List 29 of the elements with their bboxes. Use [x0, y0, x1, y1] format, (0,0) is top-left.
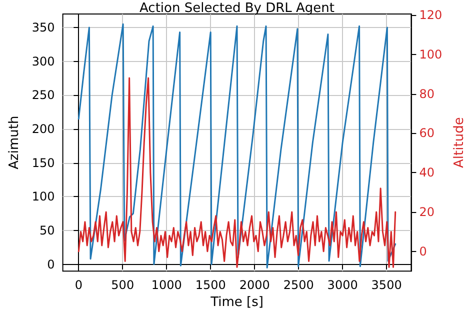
chart-title: Action Selected By DRL Agent	[140, 1, 334, 16]
y-tick-label: 200	[32, 122, 55, 136]
x-tick-label: 2000	[239, 278, 270, 292]
x-tick-label: 3000	[327, 278, 358, 292]
x-tick-label: 2500	[283, 278, 314, 292]
y-tick-label: 250	[32, 88, 55, 102]
line-series	[78, 77, 396, 268]
y2-tick-label: 40	[419, 166, 434, 180]
y-tick-label: 100	[32, 190, 55, 204]
x-tick-label: 0	[74, 278, 82, 292]
y2-tick-label: 100	[419, 47, 442, 62]
y-tick-label: 50	[40, 224, 55, 238]
y2-tick-label: 60	[419, 126, 434, 140]
y-tick-label: 300	[32, 54, 55, 68]
x-tick-label: 1000	[151, 278, 182, 292]
line-series	[78, 23, 396, 268]
y-tick-label: 0	[47, 257, 55, 272]
x-tick-label: 500	[111, 278, 134, 292]
y2-tick-label: 20	[419, 204, 434, 219]
x-axis-title: Time [s]	[210, 295, 264, 310]
y2-tick-label: 80	[419, 86, 434, 101]
y2-tick-label: 120	[419, 8, 442, 22]
y-axis-title: Azimuth	[7, 116, 22, 170]
y2-tick-label: 0	[419, 244, 427, 258]
y2-axis-title: Altitude	[452, 117, 467, 168]
x-tick-label: 3500	[371, 278, 402, 292]
x-tick-label: 1500	[195, 278, 226, 292]
y-tick-label: 350	[32, 20, 55, 35]
y-tick-label: 150	[32, 156, 55, 170]
